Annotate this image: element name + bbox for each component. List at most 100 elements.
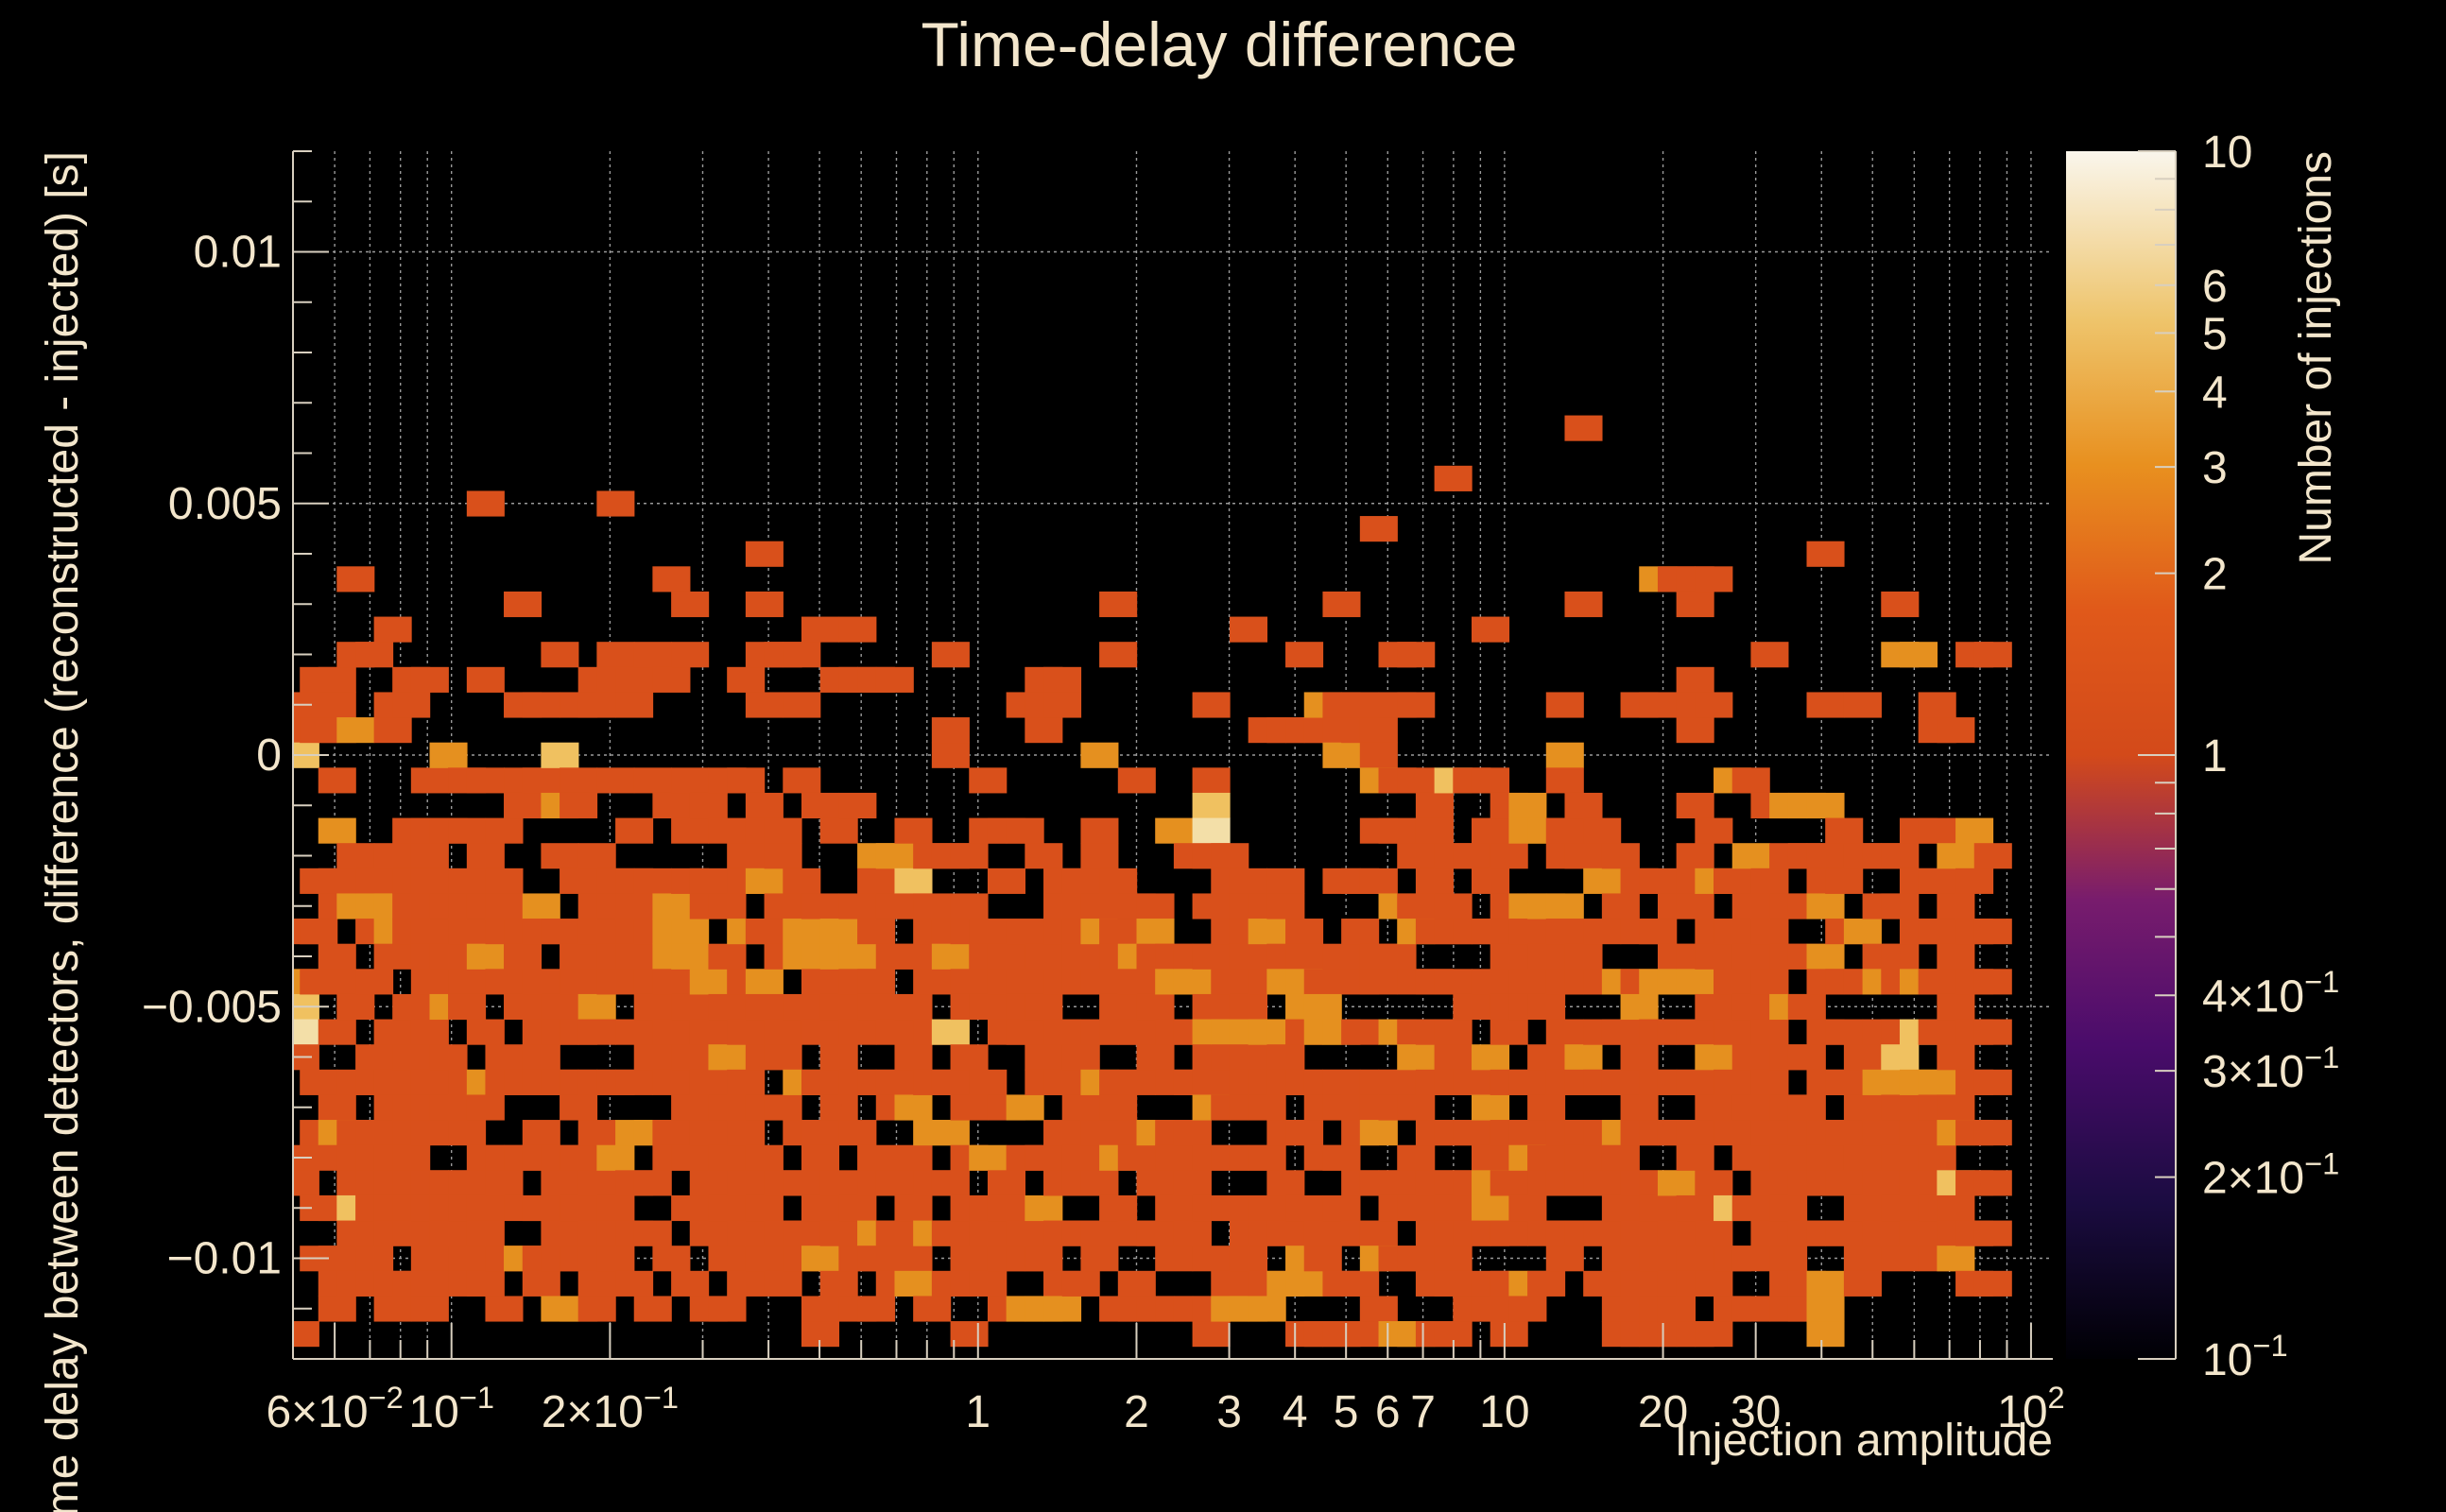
heatmap-cell (764, 1019, 802, 1045)
heatmap-cell (1471, 1296, 1510, 1322)
heatmap-cell (727, 1069, 766, 1095)
heatmap-cell (392, 1144, 431, 1171)
heatmap-cell (448, 993, 487, 1021)
heatmap-cell (1676, 1144, 1714, 1171)
heatmap-cell (1378, 817, 1417, 844)
heatmap-cell (1025, 1194, 1063, 1222)
heatmap-cell (838, 1120, 877, 1146)
heatmap-cell (1508, 792, 1547, 819)
heatmap-cell (671, 919, 710, 945)
heatmap-cell (689, 1019, 728, 1045)
heatmap-cell (1490, 1220, 1528, 1246)
heatmap-cell (1136, 893, 1175, 919)
heatmap-cell (764, 817, 802, 844)
heatmap-cell (913, 969, 952, 995)
heatmap-cell (1806, 1144, 1845, 1171)
heatmap-cell (633, 1170, 672, 1196)
heatmap-cell (1211, 1194, 1249, 1222)
heatmap-cell (410, 843, 449, 869)
heatmap-cell (764, 893, 802, 919)
heatmap-cell (1397, 767, 1436, 794)
heatmap-cell (1434, 969, 1473, 995)
heatmap-cell (1564, 843, 1603, 869)
heatmap-cell (1937, 843, 1975, 869)
heatmap-cell (1825, 1019, 1864, 1045)
heatmap-cell (1285, 1270, 1324, 1297)
colorbar-tick-label: 10 (2202, 128, 2252, 178)
heatmap-cell (1099, 642, 1138, 668)
heatmap-cell (1973, 843, 2012, 869)
heatmap-cell (838, 1019, 877, 1045)
heatmap-cell (577, 843, 616, 869)
heatmap-cell (485, 1044, 524, 1071)
heatmap-cell (1527, 1270, 1566, 1297)
heatmap-cell (708, 993, 747, 1021)
heatmap-cell (577, 1170, 616, 1196)
heatmap-cell (1937, 1194, 1975, 1222)
heatmap-cell (1043, 1296, 1082, 1322)
heatmap-cell (652, 566, 691, 593)
heatmap-cell (1918, 1144, 1956, 1171)
heatmap-cell (1676, 1194, 1714, 1222)
heatmap-cell (1639, 692, 1678, 718)
x-axis-label: Injection amplitude (1675, 1416, 2053, 1466)
heatmap-cell (1173, 1220, 1212, 1246)
heatmap-cell (1676, 1019, 1714, 1045)
heatmap-cell (1359, 717, 1398, 744)
heatmap-cell (318, 817, 356, 844)
heatmap-cell (819, 817, 858, 844)
heatmap-cell (1714, 1069, 1752, 1095)
heatmap-cell (671, 1094, 710, 1121)
heatmap-cell (1508, 1296, 1547, 1322)
heatmap-cell (819, 993, 858, 1021)
heatmap-cell (652, 666, 691, 693)
heatmap-cell (969, 1069, 1008, 1095)
heatmap-cell (355, 969, 394, 995)
heatmap-cell (577, 1270, 616, 1297)
heatmap-cell (1359, 1296, 1398, 1322)
heatmap-cell (894, 1094, 933, 1121)
heatmap-cell (1397, 1246, 1436, 1272)
heatmap-cell (931, 742, 970, 768)
heatmap-cell (1471, 767, 1510, 794)
heatmap-cell (857, 969, 896, 995)
heatmap-cell (1825, 1170, 1864, 1196)
heatmap-cell (689, 792, 728, 819)
heatmap-cell (1192, 893, 1231, 919)
heatmap-cell (875, 1019, 914, 1045)
heatmap-cell (1117, 767, 1156, 794)
heatmap-cell (1322, 1094, 1361, 1121)
heatmap-cell (1564, 1044, 1603, 1071)
heatmap-cell (1843, 1044, 1882, 1071)
heatmap-cell (466, 1194, 505, 1222)
heatmap-cell (819, 1270, 858, 1297)
heatmap-cell (1322, 742, 1361, 768)
heatmap-cell (1248, 1094, 1286, 1121)
heatmap-cell (577, 1296, 616, 1322)
heatmap-cell (857, 919, 896, 945)
heatmap-cell (448, 1170, 487, 1196)
heatmap-cell (708, 1144, 747, 1171)
heatmap-cell (1750, 1069, 1789, 1095)
heatmap-cell (1136, 919, 1175, 945)
heatmap-cell (671, 1270, 710, 1297)
heatmap-cell (1434, 1019, 1473, 1045)
heatmap-cell (1099, 993, 1138, 1021)
heatmap-cell (1639, 919, 1678, 945)
heatmap-cell (1173, 969, 1212, 995)
heatmap-cell (1601, 1144, 1640, 1171)
heatmap-cell (801, 1246, 840, 1272)
heatmap-cell (1843, 1094, 1882, 1121)
heatmap-cell (857, 1296, 896, 1322)
heatmap-cell (1229, 616, 1268, 643)
heatmap-cell (1918, 1069, 1956, 1095)
heatmap-cell (1676, 591, 1714, 618)
heatmap-cell (801, 969, 840, 995)
heatmap-cell (466, 490, 505, 517)
heatmap-cell (1527, 1044, 1566, 1071)
heatmap-cell (950, 1246, 989, 1272)
heatmap-cell (1862, 1120, 1901, 1146)
heatmap-cell (1415, 817, 1454, 844)
heatmap-cell (1061, 1144, 1100, 1171)
